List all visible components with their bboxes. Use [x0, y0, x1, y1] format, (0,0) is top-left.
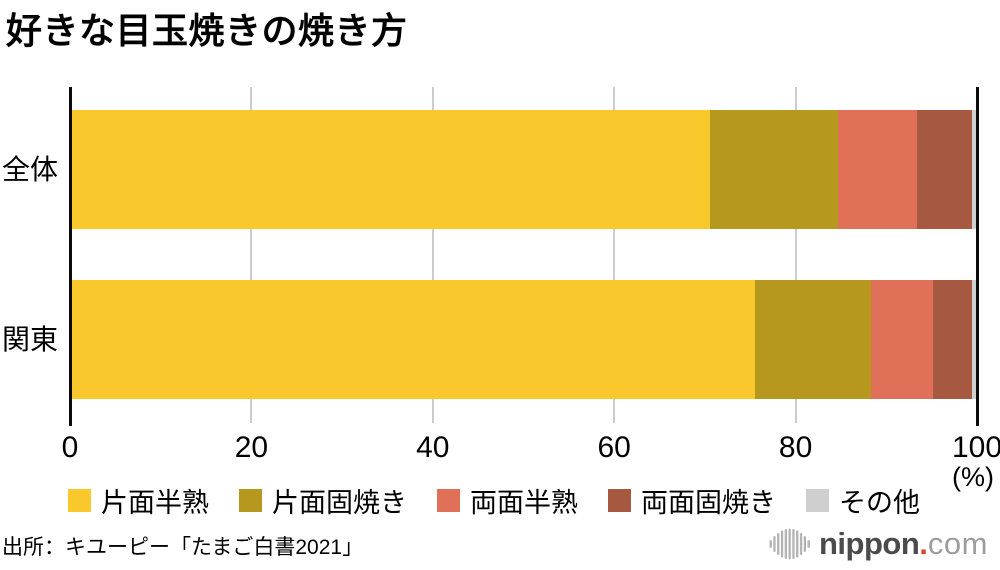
- y-category-label: 全体: [1, 153, 58, 185]
- legend-swatch: [437, 489, 460, 512]
- nippon-logo: nippon. com: [769, 526, 988, 562]
- legend-swatch: [68, 489, 91, 512]
- legend-label: 両面半熟: [470, 488, 578, 518]
- x-tick-label: 0: [61, 431, 79, 464]
- legend: 片面半熟 片面固焼き 両面半熟 両面固焼き その他: [68, 481, 920, 520]
- x-tick-label: 60: [597, 431, 631, 464]
- axis-line: [68, 87, 72, 426]
- legend-item: 片面固焼き: [239, 481, 407, 520]
- source-text: 出所：キユーピー「たまご白書2021」: [2, 536, 364, 559]
- bar-segment: [972, 280, 977, 399]
- legend-item: その他: [806, 481, 920, 520]
- logo-text-com: com: [927, 526, 988, 561]
- bar-segment: [71, 280, 756, 399]
- legend-item: 両面半熟: [437, 481, 578, 520]
- logo-dot: .: [919, 526, 928, 561]
- legend-label: 片面固焼き: [272, 488, 407, 518]
- stacked-bar: [71, 280, 977, 399]
- stacked-bar: [71, 110, 977, 229]
- bar-segment: [755, 280, 871, 399]
- legend-label: 片面半熟: [101, 488, 209, 518]
- x-tick-label: 80: [778, 431, 813, 464]
- x-axis-unit-label: (%): [952, 462, 994, 492]
- legend-swatch: [608, 489, 631, 512]
- bar-segment: [932, 280, 973, 399]
- legend-label: その他: [839, 488, 920, 518]
- legend-item: 片面半熟: [68, 481, 209, 520]
- gridline: [431, 87, 434, 423]
- gridline: [794, 87, 797, 423]
- bar-segment: [870, 280, 933, 399]
- x-tick-label: 40: [416, 431, 450, 464]
- logo-text-nippon: nippon: [819, 526, 920, 561]
- legend-label: 両面固焼き: [641, 488, 776, 518]
- bar-segment: [71, 110, 710, 229]
- nippon-logo-icon: [769, 528, 810, 560]
- x-tick-label: 100: [951, 431, 1000, 464]
- x-tick-label: 20: [234, 431, 269, 464]
- axis-line: [975, 87, 979, 426]
- legend-item: 両面固焼き: [608, 481, 776, 520]
- legend-swatch: [239, 489, 262, 512]
- bar-segment: [972, 110, 977, 229]
- gridline: [250, 87, 253, 423]
- gridline: [613, 87, 616, 423]
- legend-swatch: [806, 489, 829, 512]
- chart-title: 好きな目玉焼きの焼き方: [6, 10, 408, 51]
- bar-segment: [917, 110, 973, 229]
- bar-segment: [709, 110, 839, 229]
- bar-segment: [838, 110, 918, 229]
- y-category-label: 関東: [1, 323, 58, 355]
